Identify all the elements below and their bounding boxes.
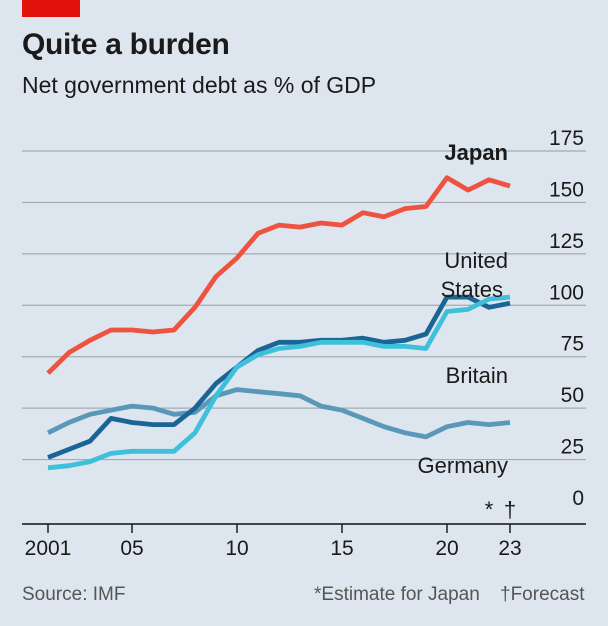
footnote-marker: *	[485, 497, 494, 522]
series-label-japan: Japan	[444, 140, 508, 165]
estimate-footnote: *Estimate for Japan	[314, 584, 480, 605]
series-line-united-states	[47, 294, 511, 460]
x-tick-label: 20	[435, 537, 458, 560]
y-tick-label: 125	[549, 230, 584, 253]
series-label-germany: Germany	[418, 453, 508, 478]
series-label-united-states: United	[444, 248, 508, 273]
x-tick-label: 23	[498, 537, 521, 560]
y-tick-label: 25	[561, 436, 584, 459]
x-tick-label: 05	[120, 537, 143, 560]
footnote-marker: †	[504, 497, 516, 522]
series-layer	[46, 175, 511, 471]
chart-subtitle: Net government debt as % of GDP	[22, 72, 377, 98]
grid-layer: 175 150 125 100 75 50 25 0 2001 05 10 15 20 23* †	[22, 127, 586, 560]
x-tick-label: 10	[225, 537, 248, 560]
series-line-germany	[46, 387, 511, 440]
label-layer: Japan United States Britain Germany	[418, 140, 508, 478]
series-label-united-states: States	[441, 277, 503, 302]
y-tick-label: 0	[572, 487, 584, 510]
x-tick-label: 15	[330, 537, 353, 560]
chart-title: Quite a burden	[22, 28, 230, 61]
series-line-japan	[46, 175, 511, 375]
y-tick-label: 75	[561, 333, 584, 356]
y-tick-label: 50	[561, 384, 584, 407]
y-tick-label: 175	[549, 127, 584, 150]
y-tick-label: 150	[549, 178, 584, 201]
series-label-britain: Britain	[446, 363, 508, 388]
forecast-footnote: †Forecast	[500, 584, 585, 605]
brand-red-tab	[22, 0, 80, 17]
x-tick-label: 2001	[25, 537, 72, 560]
source-note: Source: IMF	[22, 584, 126, 605]
y-tick-label: 100	[549, 281, 584, 304]
series-line-britain	[47, 294, 511, 471]
